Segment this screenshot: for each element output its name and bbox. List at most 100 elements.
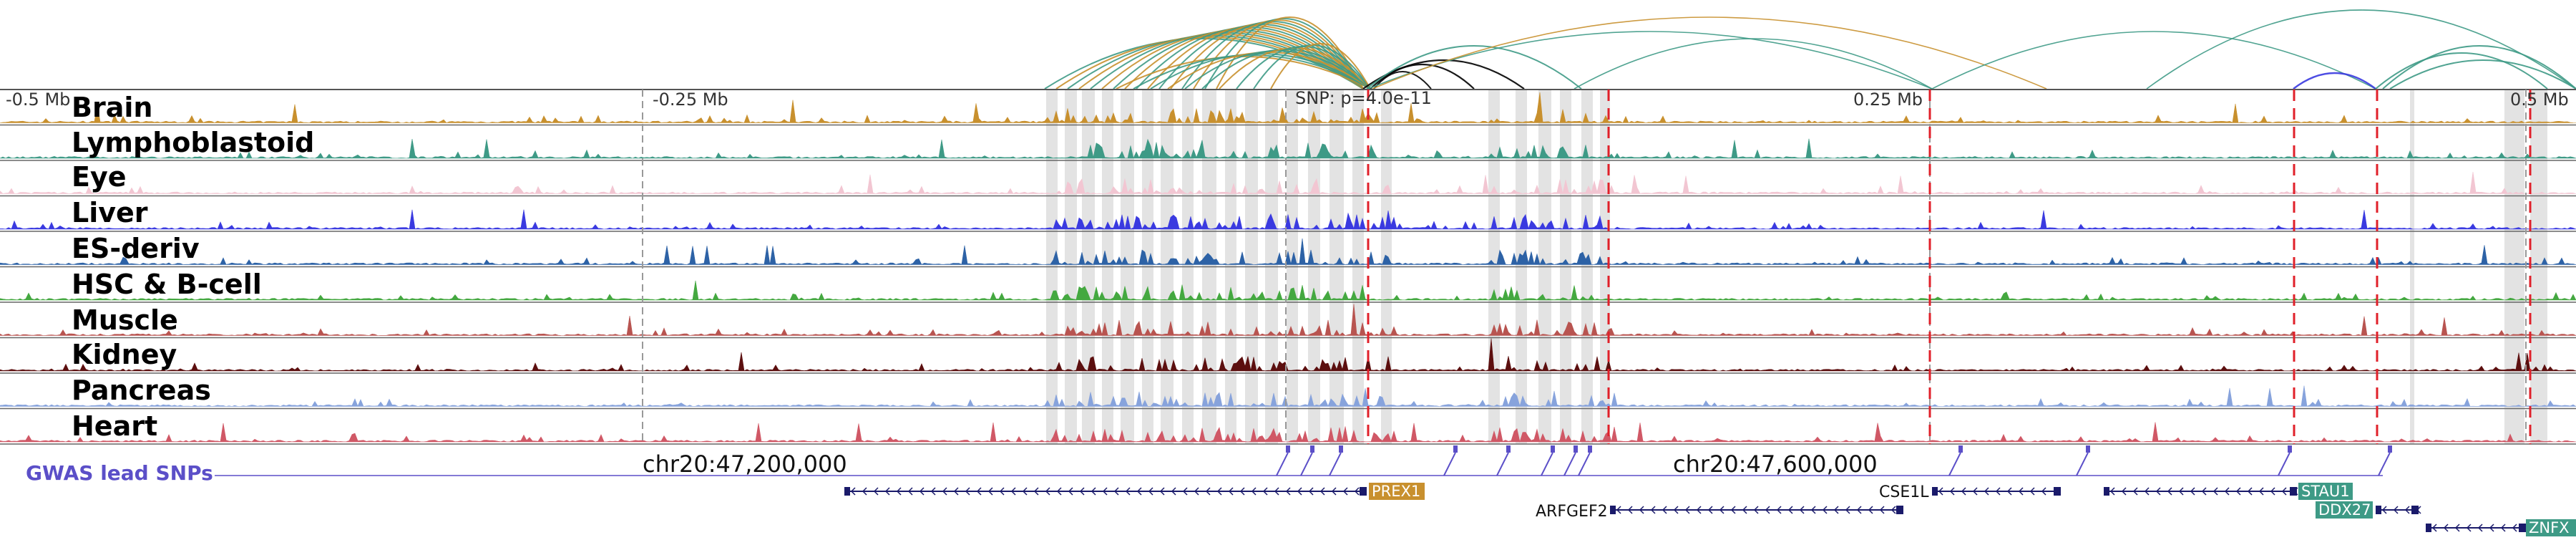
gene-strand-arrow	[1239, 487, 1245, 496]
interaction-arc	[1931, 31, 2376, 90]
gene-strand-arrow	[1730, 506, 1736, 514]
gwas-snp-marker	[1286, 445, 1290, 453]
gene-strand-arrow	[1890, 506, 1896, 514]
interaction-arc	[1366, 45, 1582, 90]
gene-strand-arrow	[2512, 524, 2517, 532]
gene-strand-arrow	[1995, 487, 2001, 496]
gene-strand-arrow	[862, 487, 867, 496]
interaction-arc	[1270, 43, 1371, 90]
gene-strand-arrow	[1984, 487, 1989, 496]
gene-strand-arrow	[2018, 487, 2024, 496]
gene-strand-arrow	[1102, 487, 1108, 496]
interaction-arc	[2293, 72, 2376, 90]
gene-exon	[2054, 487, 2061, 496]
gene-strand-arrow	[2212, 487, 2218, 496]
gene-strand-arrow	[2443, 524, 2449, 532]
gene-strand-arrow	[1056, 487, 1062, 496]
signal-area	[0, 209, 2576, 230]
snp-pvalue-label: SNP: p=4.0e-11	[1295, 88, 1432, 108]
gene-strand-arrow	[1810, 506, 1816, 514]
signal-area	[0, 238, 2576, 266]
interaction-arc	[1067, 35, 1364, 90]
gwas-snp-marker	[2388, 445, 2392, 453]
gene-label-cse1l: CSE1L	[1879, 483, 1929, 501]
scale-label-mid-left: -0.25 Mb	[653, 90, 728, 110]
gene-strand-arrow	[976, 487, 982, 496]
gene-box-ddx27	[2316, 501, 2373, 519]
gwas-snp-connector	[2076, 452, 2089, 476]
gwas-snp-connector	[2378, 452, 2391, 476]
gwas-snp-marker	[1574, 445, 1578, 453]
gene-strand-arrow	[1171, 487, 1176, 496]
gene-strand-arrow	[1136, 487, 1142, 496]
gwas-snp-connector	[2278, 452, 2290, 476]
interaction-arc	[1372, 16, 2047, 90]
gene-strand-arrow	[1274, 487, 1279, 496]
scale-label-left: -0.5 Mb	[6, 90, 70, 110]
gene-exon	[2519, 524, 2526, 532]
signal-area	[0, 138, 2576, 159]
coord-label-right: chr20:47,600,000	[1673, 450, 1878, 478]
gwas-snp-marker	[2086, 445, 2090, 453]
gene-label-ddx27: DDX27	[2318, 501, 2371, 519]
gene-strand-arrow	[2281, 487, 2287, 496]
gene-label-znfx: ZNFX	[2529, 519, 2570, 536]
gene-strand-arrow	[1091, 487, 1096, 496]
gene-strand-arrow	[1627, 506, 1633, 514]
gene-strand-arrow	[1010, 487, 1016, 496]
gene-strand-arrow	[2247, 487, 2253, 496]
gene-strand-arrow	[1833, 506, 1839, 514]
gene-strand-arrow	[884, 487, 890, 496]
gene-label-prex1: PREX1	[1372, 483, 1420, 500]
gene-strand-arrow	[2500, 524, 2506, 532]
gene-strand-arrow	[1194, 487, 1199, 496]
gene-strand-arrow	[2381, 506, 2387, 514]
gene-strand-arrow	[1972, 487, 1978, 496]
gene-strand-arrow	[2258, 487, 2264, 496]
gene-strand-arrow	[2489, 524, 2494, 532]
gene-strand-arrow	[1308, 487, 1314, 496]
gene-strand-arrow	[1033, 487, 1039, 496]
gene-strand-arrow	[2404, 506, 2410, 514]
gene-strand-arrow	[1707, 506, 1713, 514]
gene-strand-arrow	[2121, 487, 2127, 496]
gwas-snp-connector	[1563, 452, 1576, 476]
gwas-snp-connector	[1443, 452, 1456, 476]
gene-strand-arrow	[1949, 487, 1955, 496]
gene-label-stau1: STAU1	[2301, 483, 2350, 500]
signal-area	[0, 338, 2576, 372]
gene-exon	[1610, 506, 1616, 514]
gene-strand-arrow	[2144, 487, 2150, 496]
gene-strand-arrow	[1879, 506, 1885, 514]
track-labels: Brain Lymphoblastoid Eye Liver ES-deriv …	[72, 92, 314, 442]
gene-strand-arrow	[1765, 506, 1770, 514]
gene-exon	[2104, 487, 2109, 496]
interaction-arc	[1370, 63, 1475, 90]
gene-exon	[2411, 506, 2419, 514]
interaction-arc	[1113, 29, 1364, 90]
signal-area	[0, 172, 2576, 194]
gene-strand-arrow	[896, 487, 902, 496]
gwas-lead-snps-row: GWAS lead SNPs	[26, 445, 2392, 485]
gwas-snp-marker	[1588, 445, 1592, 453]
track-label-eye: Eye	[72, 161, 127, 193]
gene-strand-arrow	[1822, 506, 1828, 514]
gwas-snp-connector	[1496, 452, 1509, 476]
coord-label-left: chr20:47,200,000	[643, 450, 847, 478]
gene-exon	[1932, 487, 1938, 496]
gene-strand-arrow	[2466, 524, 2472, 532]
gene-strand-arrow	[1285, 487, 1291, 496]
track-label-pancreas: Pancreas	[72, 375, 211, 406]
gene-strand-arrow	[1148, 487, 1153, 496]
gene-strand-arrow	[1068, 487, 1073, 496]
interaction-arc	[2375, 52, 2548, 90]
signal-tracks	[0, 89, 2576, 445]
gene-strand-arrow	[1650, 506, 1656, 514]
gene-strand-arrow	[2155, 487, 2161, 496]
gwas-snp-marker	[1310, 445, 1314, 453]
gene-strand-arrow	[987, 487, 993, 496]
gene-strand-arrow	[1045, 487, 1050, 496]
interaction-arc	[1090, 32, 1364, 90]
